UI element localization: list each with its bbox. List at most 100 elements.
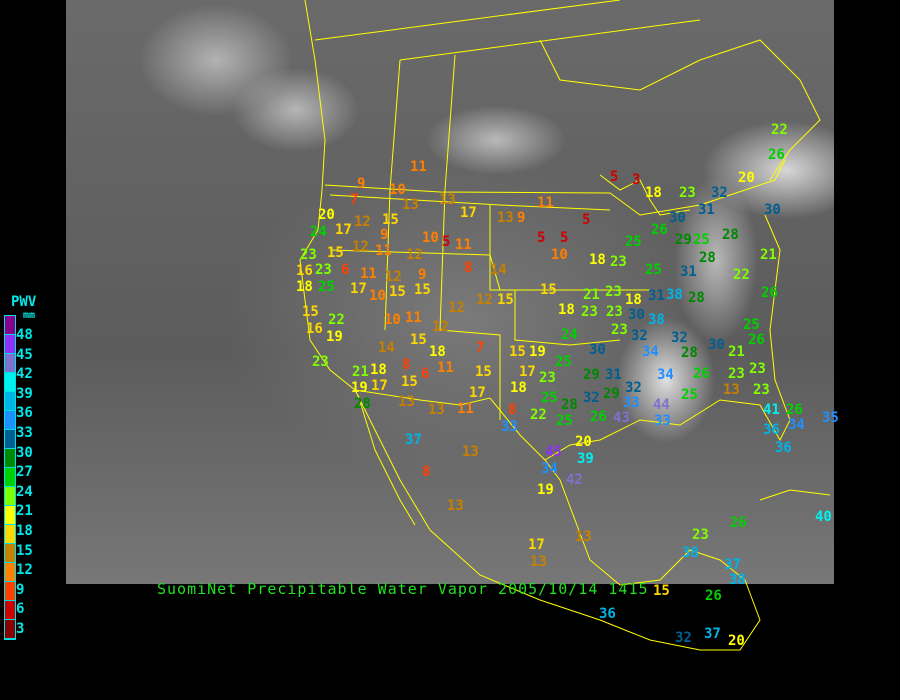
station-pwv-value: 29: [675, 232, 692, 248]
legend-swatch: [5, 468, 15, 487]
legend-swatch: [5, 316, 15, 335]
station-pwv-value: 19: [326, 329, 343, 345]
station-pwv-value: 23: [753, 382, 770, 398]
station-pwv-value: 12: [448, 300, 465, 316]
station-pwv-value: 23: [605, 284, 622, 300]
station-pwv-value: 15: [389, 284, 406, 300]
station-pwv-value: 28: [561, 397, 578, 413]
station-pwv-value: 15: [653, 583, 670, 599]
station-pwv-value: 23: [679, 185, 696, 201]
station-pwv-value: 38: [729, 572, 746, 588]
station-pwv-value: 26: [748, 332, 765, 348]
station-pwv-value: 33: [623, 395, 640, 411]
legend-swatch: [5, 601, 15, 620]
baja-coast: [357, 394, 416, 526]
station-pwv-value: 28: [688, 290, 705, 306]
station-pwv-value: 8: [402, 357, 411, 373]
station-pwv-value: 26: [705, 588, 722, 604]
station-pwv-value: 17: [350, 281, 367, 297]
legend-swatch: [5, 373, 15, 392]
station-pwv-value: 15: [401, 374, 418, 390]
satellite-image: [66, 0, 834, 584]
legend-title: PWV: [11, 294, 37, 310]
state-lines-2: [439, 54, 501, 420]
station-pwv-value: 33: [501, 419, 518, 435]
station-pwv-value: 25: [541, 390, 558, 406]
station-pwv-value: 25: [555, 354, 572, 370]
station-pwv-value: 9: [380, 227, 389, 243]
station-pwv-value: 34: [642, 344, 659, 360]
legend-label: 15: [16, 542, 33, 559]
legend-swatch: [5, 335, 15, 354]
station-pwv-value: 14: [378, 340, 395, 356]
state-lines-1: [384, 59, 401, 331]
gulf-coast: [544, 214, 791, 461]
station-pwv-value: 11: [457, 401, 474, 417]
station-pwv-value: 18: [429, 344, 446, 360]
station-pwv-value: 32: [583, 390, 600, 406]
legend-label: 33: [16, 425, 33, 441]
us-canada-border: [324, 159, 786, 216]
station-pwv-value: 26: [768, 147, 785, 163]
station-pwv-value: 26: [590, 409, 607, 425]
station-pwv-value: 24: [310, 224, 327, 240]
legend-swatch: [5, 411, 15, 430]
station-pwv-value: 5: [560, 230, 569, 246]
station-pwv-value: 8: [422, 464, 431, 480]
station-pwv-value: 37: [724, 557, 741, 573]
legend-swatch: [5, 563, 15, 582]
station-pwv-value: 21: [583, 287, 600, 303]
station-pwv-value: 23: [728, 366, 745, 382]
legend-color-bar: [4, 315, 16, 640]
station-pwv-value: 25: [318, 279, 335, 295]
station-pwv-value: 45: [545, 444, 562, 460]
station-pwv-value: 44: [653, 397, 670, 413]
station-pwv-value: 10: [369, 288, 386, 304]
station-pwv-value: 5: [582, 212, 591, 228]
station-pwv-value: 31: [698, 202, 715, 218]
state-lines-5: [489, 205, 621, 346]
station-pwv-value: 10: [384, 312, 401, 328]
station-pwv-value: 30: [708, 337, 725, 353]
station-pwv-value: 40: [815, 509, 832, 525]
station-pwv-value: 28: [699, 250, 716, 266]
station-pwv-value: 13: [439, 192, 456, 208]
station-pwv-value: 11: [537, 195, 554, 211]
legend-label: 3: [16, 621, 25, 637]
station-pwv-value: 43: [613, 410, 630, 426]
canada-east-coast: [539, 39, 821, 181]
station-pwv-value: 26: [730, 515, 747, 531]
station-pwv-value: 17: [335, 222, 352, 238]
station-pwv-value: 18: [625, 292, 642, 308]
station-pwv-value: 22: [733, 267, 750, 283]
station-pwv-value: 19: [537, 482, 554, 498]
legend-swatch: [5, 544, 15, 563]
station-pwv-value: 30: [669, 210, 686, 226]
cuba: [759, 489, 831, 501]
station-pwv-value: 5: [537, 230, 546, 246]
station-pwv-value: 15: [327, 245, 344, 261]
station-pwv-value: 39: [577, 451, 594, 467]
station-pwv-value: 26: [786, 402, 803, 418]
station-pwv-value: 25: [681, 387, 698, 403]
station-pwv-value: 23: [611, 322, 628, 338]
legend-swatch: [5, 487, 15, 506]
station-pwv-value: 16: [296, 263, 313, 279]
legend-swatch: [5, 525, 15, 544]
legend-label: 36: [16, 405, 33, 422]
station-pwv-value: 12: [476, 292, 493, 308]
station-pwv-value: 32: [671, 330, 688, 346]
station-pwv-value: 15: [414, 282, 431, 298]
station-pwv-value: 35: [822, 410, 839, 426]
station-pwv-value: 31: [648, 288, 665, 304]
great-lakes: [599, 174, 691, 216]
station-pwv-value: 6: [341, 262, 350, 278]
station-pwv-value: 16: [306, 321, 323, 337]
legend-label: 21: [16, 503, 33, 520]
station-pwv-value: 30: [589, 342, 606, 358]
station-pwv-value: 7: [350, 192, 359, 208]
station-pwv-value: 34: [541, 461, 558, 477]
station-pwv-value: 25: [625, 234, 642, 250]
station-pwv-value: 19: [529, 344, 546, 360]
